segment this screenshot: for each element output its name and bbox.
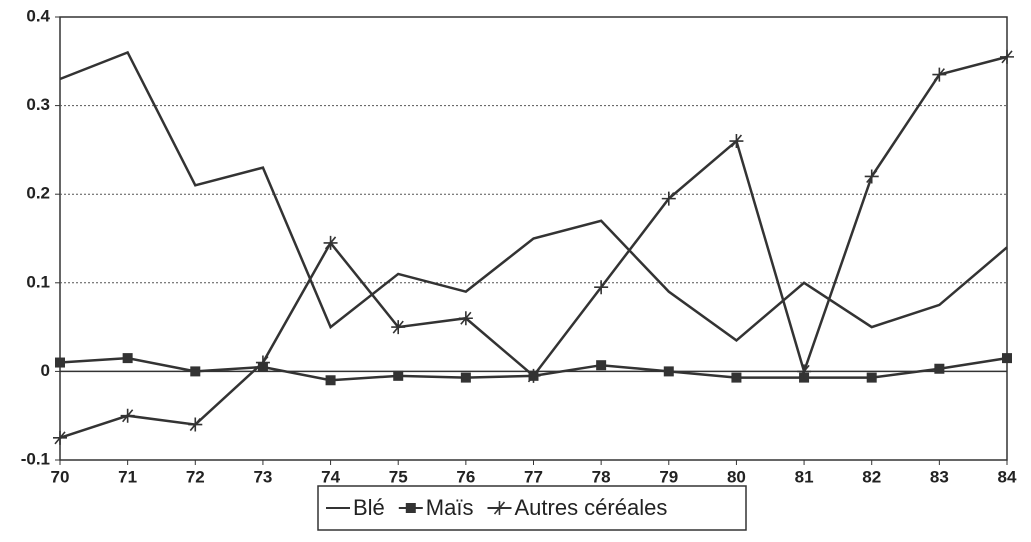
point [391,320,406,335]
x-tick-label: 74 [321,467,340,486]
legend-label: Maïs [426,495,474,520]
x-tick-label: 71 [118,467,137,486]
y-tick-label: 0.2 [26,184,50,203]
point [55,357,65,368]
y-tick-label: 0.4 [26,6,50,25]
point [323,235,338,250]
point [864,169,879,184]
point [866,372,877,383]
point [1000,49,1014,64]
point [594,280,609,295]
point [1002,353,1012,364]
x-tick-label: 82 [862,467,881,486]
point [797,364,812,379]
point [393,370,404,381]
point [526,368,541,383]
point [460,372,471,383]
x-tick-label: 77 [524,467,543,486]
point [120,408,135,423]
point [122,353,133,364]
x-tick-label: 79 [659,467,678,486]
x-tick-label: 84 [998,467,1017,486]
x-tick-label: 76 [456,467,475,486]
x-tick-label: 81 [795,467,814,486]
point [255,355,270,370]
legend-marker [405,503,416,513]
series-line [59,50,1008,342]
y-tick-label: 0.3 [26,95,50,114]
point [596,360,607,371]
point [325,375,336,386]
x-tick-label: 78 [592,467,611,486]
x-tick-label: 70 [51,467,70,486]
point [190,366,201,377]
point [932,67,947,82]
point [663,366,674,377]
point [188,417,203,432]
x-tick-label: 83 [930,467,949,486]
legend-box [317,485,747,531]
y-tick-label: -0.1 [21,449,50,468]
y-tick-label: 0.1 [26,272,50,291]
x-tick-label: 80 [727,467,746,486]
point [53,430,67,445]
point [729,134,744,149]
x-tick-label: 72 [186,467,205,486]
point [458,311,473,326]
x-tick-label: 73 [253,467,272,486]
point [731,372,742,383]
legend-marker [492,501,507,515]
point [934,363,945,374]
y-tick-label: 0 [41,361,50,380]
legend-label: Blé [353,495,385,520]
legend-label: Autres céréales [514,495,667,520]
x-tick-label: 75 [389,467,408,486]
point [661,191,676,206]
